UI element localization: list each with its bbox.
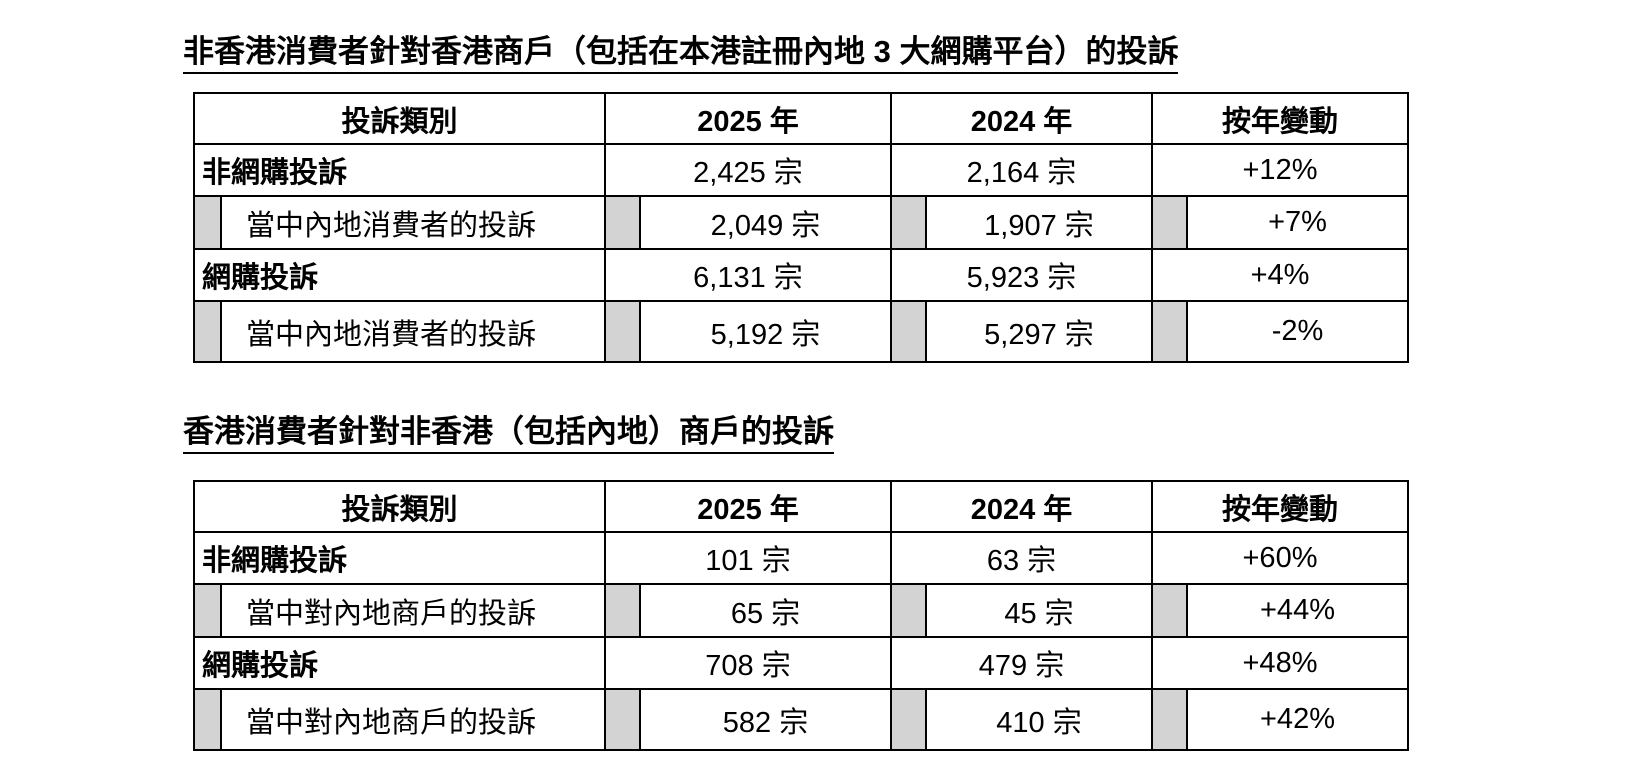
- indent-shade: [195, 302, 222, 361]
- value-2025: 2,049 宗: [710, 209, 821, 242]
- row-label: 非網購投訴: [195, 145, 606, 197]
- table-row-sub-cell: 當中對內地商戶的投訴: [195, 690, 606, 749]
- value-2025: 5,192 宗: [710, 318, 821, 351]
- indent-shade: [892, 302, 927, 361]
- table-row-sub-cell: 1,907 宗: [892, 197, 1153, 250]
- change-value: +42%: [1260, 703, 1335, 735]
- complaints-table-2: 投訴類別 2025 年 2024 年 按年變動 非網購投訴 101 宗 63 宗…: [193, 480, 1409, 751]
- change-value: +7%: [1268, 206, 1327, 238]
- value-2024: 1,907 宗: [984, 209, 1094, 242]
- indent-shade: [606, 585, 641, 636]
- value-2024: 63 宗: [892, 533, 1153, 585]
- row-label: 當中內地消費者的投訴: [246, 209, 537, 242]
- row-label: 當中對內地商戶的投訴: [246, 597, 537, 630]
- value-2024: 479 宗: [892, 638, 1153, 690]
- col-header-2025: 2025 年: [606, 94, 892, 145]
- col-header-2024: 2024 年: [892, 94, 1153, 145]
- section-title-2-text: 香港消費者針對非香港（包括內地）商戶的投訴: [183, 414, 834, 454]
- indent-shade: [1153, 585, 1188, 636]
- row-label: 非網購投訴: [195, 533, 606, 585]
- table-row-sub-cell: 當中內地消費者的投訴: [195, 302, 606, 361]
- table-row-sub-cell: 當中對內地商戶的投訴: [195, 585, 606, 638]
- section-title-1: 非香港消費者針對香港商戶（包括在本港註冊內地 3 大網購平台）的投訴: [183, 26, 1179, 74]
- indent-shade: [1153, 302, 1188, 361]
- value-2025: 2,425 宗: [606, 145, 892, 197]
- table-row-sub-cell: 582 宗: [606, 690, 892, 749]
- indent-shade: [606, 302, 641, 361]
- complaints-table-1: 投訴類別 2025 年 2024 年 按年變動 非網購投訴 2,425 宗 2,…: [193, 92, 1409, 363]
- indent-shade: [892, 585, 927, 636]
- table-row-sub-cell: 5,192 宗: [606, 302, 892, 361]
- indent-shade: [195, 690, 222, 749]
- indent-shade: [1153, 690, 1188, 749]
- row-label: 網購投訴: [195, 250, 606, 302]
- value-2025: 101 宗: [606, 533, 892, 585]
- table-row-sub-cell: 當中內地消費者的投訴: [195, 197, 606, 250]
- table-row-sub-cell: +42%: [1153, 690, 1407, 749]
- table-row-sub-cell: 2,049 宗: [606, 197, 892, 250]
- row-label: 當中內地消費者的投訴: [246, 318, 537, 351]
- indent-shade: [892, 197, 927, 248]
- table-row-sub-cell: -2%: [1153, 302, 1407, 361]
- col-header-2025: 2025 年: [606, 482, 892, 533]
- indent-shade: [1153, 197, 1188, 248]
- indent-shade: [195, 585, 222, 636]
- value-2024: 5,923 宗: [892, 250, 1153, 302]
- change-value: +4%: [1153, 250, 1407, 302]
- table-row-sub-cell: 410 宗: [892, 690, 1153, 749]
- change-value: -2%: [1271, 315, 1324, 347]
- col-header-change: 按年變動: [1153, 94, 1407, 145]
- section-title-1-text: 非香港消費者針對香港商戶（包括在本港註冊內地 3 大網購平台）的投訴: [183, 34, 1179, 74]
- col-header-change: 按年變動: [1153, 482, 1407, 533]
- value-2024: 45 宗: [1004, 597, 1074, 630]
- value-2025: 582 宗: [722, 706, 809, 739]
- row-label: 網購投訴: [195, 638, 606, 690]
- value-2025: 708 宗: [606, 638, 892, 690]
- table-row-sub-cell: 5,297 宗: [892, 302, 1153, 361]
- value-2024: 2,164 宗: [892, 145, 1153, 197]
- change-value: +12%: [1153, 145, 1407, 197]
- indent-shade: [892, 690, 927, 749]
- indent-shade: [195, 197, 222, 248]
- value-2025: 6,131 宗: [606, 250, 892, 302]
- table-row-sub-cell: +44%: [1153, 585, 1407, 638]
- col-header-category: 投訴類別: [195, 94, 606, 145]
- table-row-sub-cell: +7%: [1153, 197, 1407, 250]
- change-value: +60%: [1153, 533, 1407, 585]
- indent-shade: [606, 197, 641, 248]
- table-row-sub-cell: 45 宗: [892, 585, 1153, 638]
- value-2025: 65 宗: [730, 597, 801, 630]
- row-label: 當中對內地商戶的投訴: [246, 706, 537, 739]
- section-title-2: 香港消費者針對非香港（包括內地）商戶的投訴: [183, 406, 834, 454]
- change-value: +48%: [1153, 638, 1407, 690]
- table-row-sub-cell: 65 宗: [606, 585, 892, 638]
- value-2024: 5,297 宗: [984, 318, 1094, 351]
- value-2024: 410 宗: [996, 706, 1082, 739]
- col-header-category: 投訴類別: [195, 482, 606, 533]
- change-value: +44%: [1260, 594, 1335, 626]
- col-header-2024: 2024 年: [892, 482, 1153, 533]
- indent-shade: [606, 690, 641, 749]
